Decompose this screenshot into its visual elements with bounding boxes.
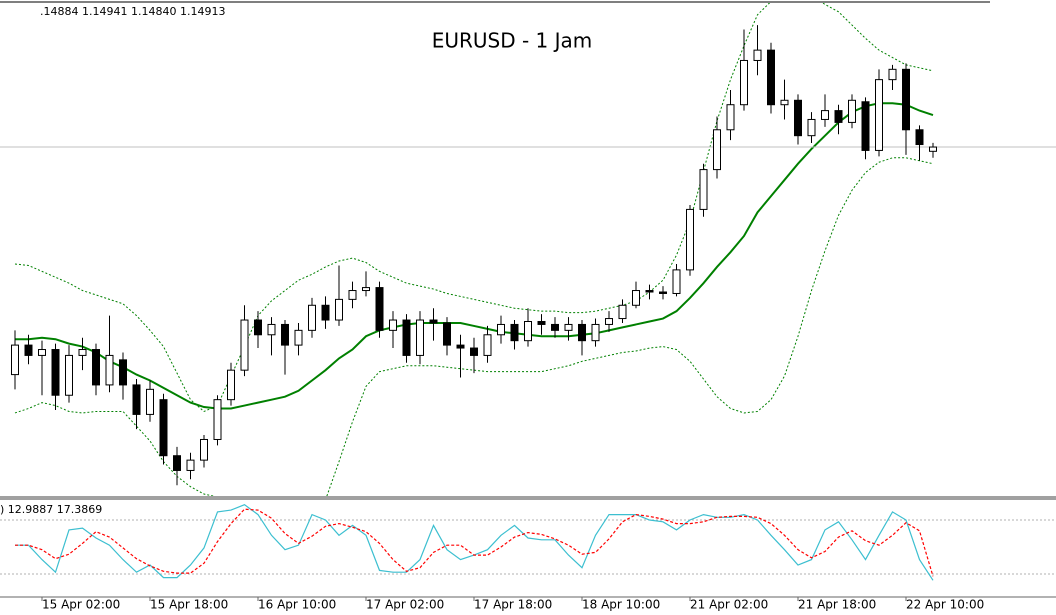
candle-body xyxy=(389,319,397,331)
chart-title: EURUSD - 1 Jam xyxy=(432,29,593,53)
candle-body xyxy=(321,304,330,321)
candle-body xyxy=(578,323,586,342)
x-tick-label: 21 Apr 02:00 xyxy=(690,598,768,612)
candle-body xyxy=(267,323,276,336)
candle-body xyxy=(78,349,87,356)
band-upper xyxy=(14,3,934,413)
candle-body xyxy=(537,321,546,325)
candle-body xyxy=(605,318,613,325)
candle-body xyxy=(767,49,775,106)
candle-body xyxy=(11,344,19,376)
candle-body xyxy=(524,321,532,342)
candle-body xyxy=(173,455,181,471)
candle-body xyxy=(213,399,222,440)
stochastic-panel xyxy=(0,504,1056,581)
candle-body xyxy=(645,290,654,293)
candle-body xyxy=(807,118,816,137)
candle-body xyxy=(294,329,303,346)
candle-body xyxy=(24,344,33,356)
x-tick-label: 15 Apr 02:00 xyxy=(42,598,120,612)
x-tick-label: 16 Apr 10:00 xyxy=(258,598,336,612)
candle-body xyxy=(888,68,897,81)
candle-body xyxy=(416,319,424,356)
x-tick-label: 21 Apr 18:00 xyxy=(798,598,876,612)
candle-body xyxy=(132,384,141,415)
candle-body xyxy=(632,290,640,306)
candle-body xyxy=(753,49,762,61)
candle-body xyxy=(875,79,883,151)
candle-body xyxy=(915,129,924,146)
x-axis-labels: 15 Apr 02:00 15 Apr 18:00 16 Apr 10:00 17 A… xyxy=(41,597,984,612)
candle-body xyxy=(146,388,154,415)
candle-body xyxy=(429,319,438,324)
x-tick-label: 17 Apr 18:00 xyxy=(474,598,552,612)
candle-body xyxy=(159,399,168,457)
ohlc-label: .14884 1.14941 1.14840 1.14913 xyxy=(40,5,225,18)
candle-body xyxy=(281,323,289,346)
candle-body xyxy=(227,369,235,401)
candle-body xyxy=(308,304,316,331)
candle-body xyxy=(848,99,856,123)
x-tick-label: 22 Apr 10:00 xyxy=(906,598,984,612)
candle-body xyxy=(254,319,262,336)
candle-body xyxy=(470,347,478,356)
x-tick-label: 17 Apr 02:00 xyxy=(366,598,444,612)
candle-body xyxy=(362,287,370,292)
x-tick-label: 15 Apr 18:00 xyxy=(150,598,228,612)
candle-body xyxy=(335,298,343,321)
stochastic-label: ) 12.9887 17.3869 xyxy=(0,503,102,516)
candle-body xyxy=(92,349,100,386)
candle-body xyxy=(659,291,667,294)
panel-separator xyxy=(0,496,1056,500)
stochastic-line xyxy=(15,508,934,577)
candle-body xyxy=(65,354,73,396)
candle-body xyxy=(618,304,627,320)
candle-body xyxy=(375,287,384,331)
candle-body xyxy=(497,323,505,336)
candle-body xyxy=(672,269,681,294)
candle-body xyxy=(119,359,127,386)
candle-body xyxy=(834,110,843,123)
candle-body xyxy=(105,354,114,386)
candle-body xyxy=(929,146,937,152)
candle-body xyxy=(794,99,802,137)
candle-body xyxy=(186,459,195,471)
candle-body xyxy=(861,101,870,151)
candle-body xyxy=(483,334,492,356)
candle-body xyxy=(510,323,519,342)
candle-body xyxy=(456,344,465,349)
candle-body xyxy=(51,349,60,396)
candle-body xyxy=(200,438,208,461)
candle-body xyxy=(713,129,721,171)
candle-body xyxy=(591,323,600,342)
x-tick-label: 18 Apr 10:00 xyxy=(582,598,660,612)
candle-body xyxy=(240,319,249,371)
candle-body xyxy=(564,323,573,331)
band-lower xyxy=(14,157,934,496)
candle-body xyxy=(699,169,708,210)
candle-body xyxy=(726,104,735,131)
candle-body xyxy=(686,208,694,271)
candle-body xyxy=(902,68,910,131)
candle-body xyxy=(402,319,411,356)
price-panel xyxy=(0,3,1056,496)
band-middle xyxy=(15,102,934,410)
candle-body xyxy=(38,349,46,356)
candle-body xyxy=(443,322,451,346)
candle-body xyxy=(551,323,559,331)
candle-body xyxy=(780,99,789,106)
candle-body xyxy=(821,110,829,120)
candle-body xyxy=(348,290,357,300)
candle-body xyxy=(740,59,748,106)
